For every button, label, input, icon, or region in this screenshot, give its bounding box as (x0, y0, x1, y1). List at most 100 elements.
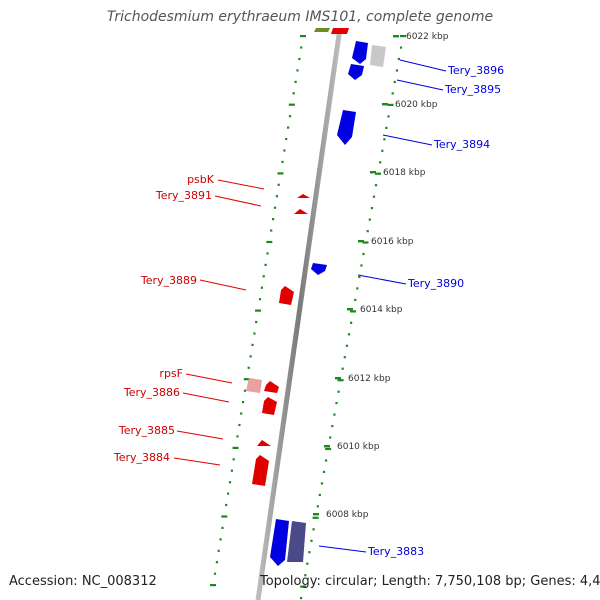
track-dot (298, 57, 301, 61)
label-psbk[interactable]: psbK (187, 173, 215, 186)
track-dot (362, 241, 369, 244)
track-dot (300, 597, 303, 600)
left-leader-lines (173, 179, 265, 466)
track-dot (255, 309, 261, 312)
track-dot (312, 516, 319, 519)
gene-tery-3889[interactable] (279, 286, 294, 305)
gene-grey-right[interactable] (370, 45, 386, 67)
track-dot (227, 492, 230, 495)
right-dotted-track (300, 35, 406, 600)
track-dot (247, 366, 250, 369)
track-dot (215, 561, 218, 564)
track-dot (383, 138, 386, 141)
track-dot (236, 435, 239, 438)
track-dot (300, 46, 303, 49)
gene-top-red[interactable] (331, 28, 349, 34)
label-tery-3890[interactable]: Tery_3890 (407, 277, 464, 290)
label-tery-3895[interactable]: Tery_3895 (444, 83, 501, 96)
label-tery-3891[interactable]: Tery_3891 (155, 189, 212, 202)
track-dot (372, 195, 376, 198)
left-dotted-track (210, 35, 306, 587)
track-dot (243, 389, 247, 392)
gene-tery-3891[interactable] (294, 209, 308, 214)
track-dot (387, 103, 394, 106)
track-dot (368, 218, 371, 221)
label-tery-3889[interactable]: Tery_3889 (140, 274, 197, 287)
track-dot (385, 126, 388, 129)
track-dot (277, 183, 280, 186)
track-dot (228, 481, 232, 484)
track-dot (362, 252, 365, 256)
track-dot (331, 425, 334, 428)
gene-tery-3890[interactable] (311, 263, 327, 275)
track-dot (318, 493, 321, 496)
ruler-tick-mark (313, 513, 319, 516)
track-dot (375, 172, 381, 175)
gene-tery-3896[interactable] (352, 41, 368, 64)
track-dot (221, 515, 228, 518)
track-dot (325, 459, 328, 462)
track-dot (354, 298, 357, 301)
ruler-tick-label: 6018 kbp (383, 168, 426, 178)
gene-tery-3886b[interactable] (262, 397, 277, 415)
ruler-tick-mark (358, 240, 364, 243)
ruler-tick-mark (370, 171, 376, 174)
label-rpsf[interactable]: rpsF (159, 367, 183, 380)
ruler-ticks: 6008 kbp 6010 kbp 6012 kbp 6014 kbp 6016 kbp… (313, 32, 449, 520)
track-dot (333, 413, 336, 416)
track-dot (296, 69, 299, 72)
ruler-tick-label: 6010 kbp (337, 442, 380, 452)
track-dot (400, 35, 406, 38)
gene-tery-3895[interactable] (348, 64, 364, 80)
gene-rpsf[interactable] (246, 378, 262, 393)
track-dot (399, 46, 403, 49)
track-dot (258, 298, 262, 301)
track-dot (264, 263, 267, 266)
track-dot (242, 401, 245, 404)
track-dot (272, 218, 275, 221)
ruler-tick-mark (335, 377, 341, 380)
gene-top-green[interactable] (314, 28, 330, 32)
label-tery-3894[interactable]: Tery_3894 (433, 138, 490, 151)
track-dot (366, 230, 369, 233)
gene-tery-3894[interactable] (337, 110, 356, 145)
label-tery-3886[interactable]: Tery_3886 (123, 386, 180, 399)
track-dot (225, 503, 228, 507)
ruler-tick-mark (347, 308, 353, 311)
track-dot (341, 367, 344, 370)
gene-tery-3886[interactable] (264, 381, 279, 393)
track-dot (232, 446, 239, 449)
ruler-tick-label: 6016 kbp (371, 237, 414, 247)
track-dot (360, 264, 363, 267)
label-tery-3884[interactable]: Tery_3884 (113, 451, 170, 464)
track-dot (395, 69, 398, 72)
map-title: Trichodesmium erythraeum IMS101, complet… (106, 9, 494, 25)
track-dot (325, 447, 332, 451)
track-dot (260, 286, 263, 289)
track-dot (350, 310, 356, 313)
track-dot (322, 470, 326, 473)
track-dot (337, 390, 340, 393)
gene-psbk[interactable] (297, 194, 310, 198)
gene-tery-3885[interactable] (257, 440, 271, 446)
track-dot (285, 137, 288, 141)
track-dot (391, 92, 394, 95)
topology-text: Topology: circular; Length: 7,750,108 bp… (260, 574, 600, 589)
ruler-tick-label: 6014 kbp (360, 305, 403, 315)
track-dot (304, 574, 307, 577)
label-tery-3896[interactable]: Tery_3896 (447, 64, 504, 77)
track-dot (219, 538, 222, 541)
track-dot (273, 206, 277, 209)
gene-tery-3883[interactable] (270, 519, 306, 566)
track-dot (374, 184, 378, 187)
accession-text: Accession: NC_008312 (9, 574, 157, 589)
track-dot (262, 275, 265, 278)
label-tery-3883[interactable]: Tery_3883 (367, 545, 424, 558)
track-dot (270, 229, 273, 232)
track-dot (387, 115, 390, 118)
label-tery-3885[interactable]: Tery_3885 (118, 424, 175, 437)
gene-tery-3884[interactable] (252, 455, 269, 486)
track-dot (283, 149, 286, 152)
track-dot (277, 172, 284, 175)
